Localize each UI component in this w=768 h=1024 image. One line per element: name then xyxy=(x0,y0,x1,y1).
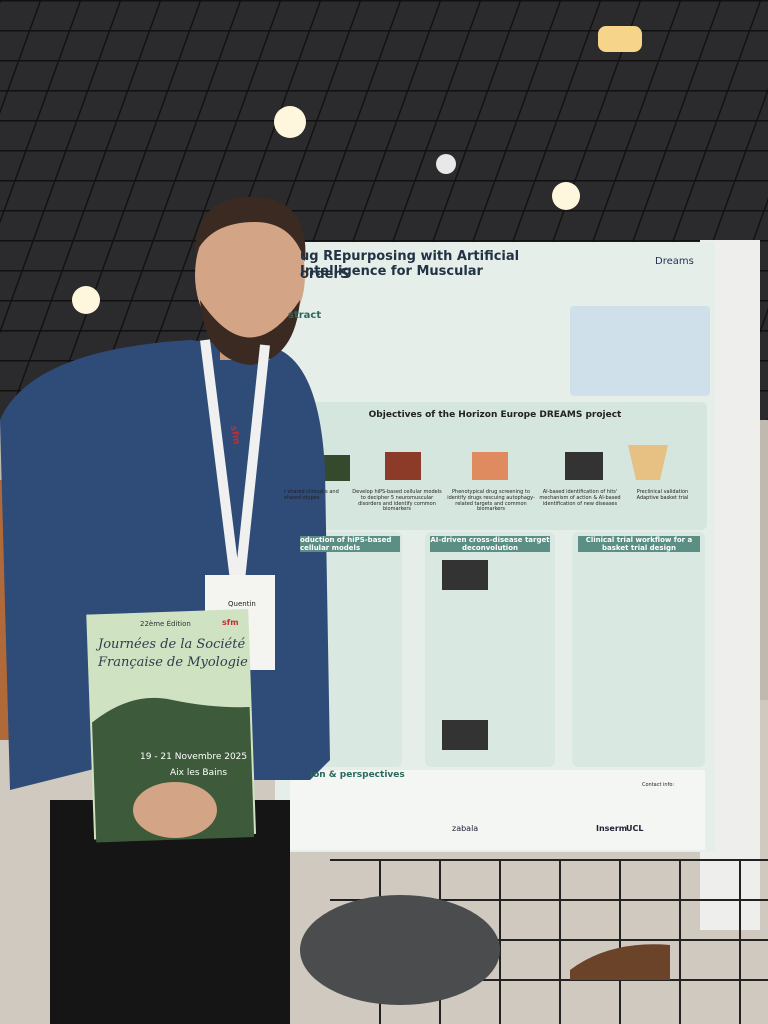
panel-title: AI-driven cross-disease target deconvolu… xyxy=(430,536,550,553)
monitor-icon xyxy=(442,720,488,750)
poster-title: orderS xyxy=(300,267,350,282)
booklet-logo: sfm xyxy=(222,618,239,627)
face xyxy=(195,203,305,347)
lanyard-strap xyxy=(200,339,270,581)
ceiling-light xyxy=(72,286,100,314)
panel-title: Clinical trial workflow for a basket tri… xyxy=(578,536,700,553)
perspectives-box xyxy=(290,770,705,850)
sponsor: Inserm xyxy=(596,824,628,833)
contact: Contact info: xyxy=(642,782,675,788)
objective: AI-based identification of hits' mechani… xyxy=(539,489,621,507)
ceiling-light xyxy=(436,154,456,174)
ceiling-light xyxy=(598,26,642,52)
hair xyxy=(195,196,306,262)
booklet-dates: 19 - 21 Novembre 2025 xyxy=(140,752,248,762)
basket-icon xyxy=(628,445,668,480)
booklet-title: Journées de la Société xyxy=(98,637,246,652)
panel-title: oduction of hiPS-based cellular models xyxy=(300,536,400,553)
image xyxy=(565,452,603,480)
section-heading: ion & perspectives xyxy=(310,770,405,780)
ceiling-light xyxy=(274,106,306,138)
hand xyxy=(133,782,217,838)
objective: r shared clinical s and shared otypes xyxy=(284,489,339,501)
objective: Preclinical validation Adaptive basket t… xyxy=(636,489,689,501)
objectives-title: Objectives of the Horizon Europe DREAMS … xyxy=(368,410,622,420)
panel xyxy=(572,532,705,767)
panel xyxy=(425,532,555,767)
backpack xyxy=(300,895,500,1005)
booklet-title: Française de Myologie xyxy=(98,655,248,670)
badge-name: Quentin xyxy=(228,600,256,608)
section-heading: stract xyxy=(288,310,322,321)
booklet-edition: 22ème Édition xyxy=(140,620,191,628)
ceiling-light xyxy=(552,182,580,210)
sponsor: zabala xyxy=(452,824,479,833)
sponsor: UCL xyxy=(626,824,644,833)
image xyxy=(385,452,421,480)
figure xyxy=(570,306,710,396)
booklet-place: Aix les Bains xyxy=(170,768,228,778)
poster-title: ug REpurposing with Artificial Intellige… xyxy=(300,249,520,279)
objective: Phenotypical drug screening to identify … xyxy=(447,489,535,513)
shoe xyxy=(570,944,670,980)
monitor-icon xyxy=(442,560,488,590)
logo: Dreams xyxy=(655,256,694,267)
beard xyxy=(200,300,300,365)
objective: Develop hiPS-based cellular models to de… xyxy=(352,489,442,513)
trousers xyxy=(50,800,290,1024)
image xyxy=(472,452,508,480)
